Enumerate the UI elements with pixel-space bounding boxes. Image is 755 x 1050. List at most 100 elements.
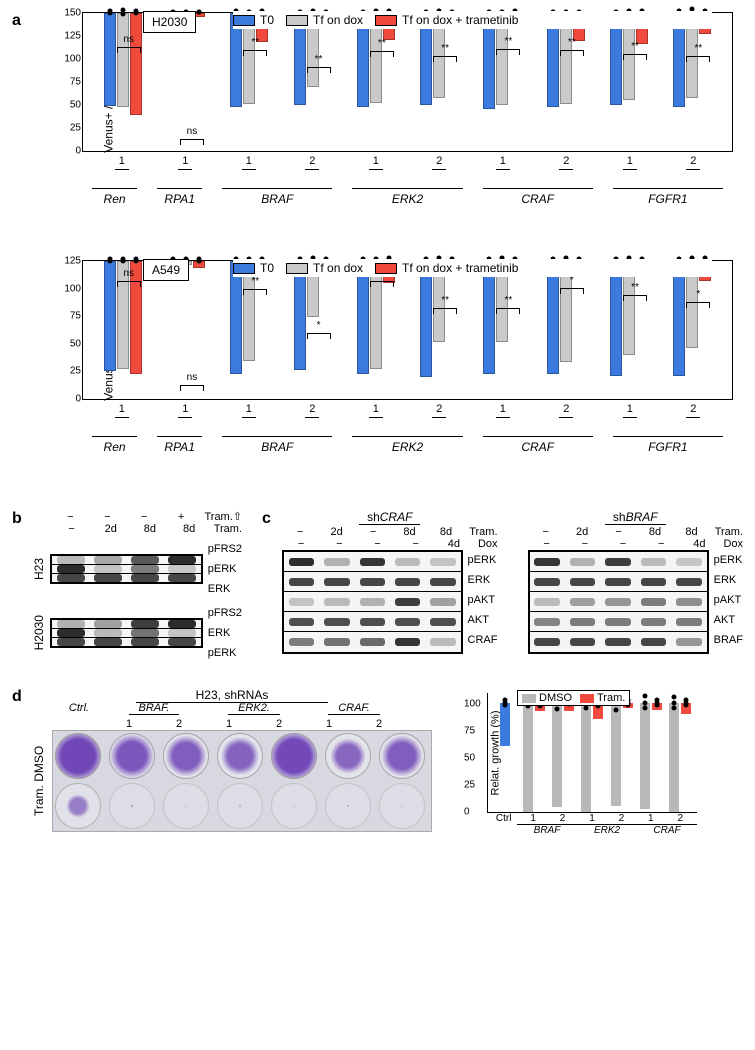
blot-header-cell: 8d [673,526,709,538]
x-tick-group: 2 [535,400,599,418]
plate-col-id: 2 [354,718,404,730]
legend-text: Tf on dox [313,13,363,27]
y-tick: 50 [53,100,81,111]
bar-group: ** [471,13,534,151]
band-mark [360,598,385,606]
legend-text: Tram. [597,692,625,704]
gene-underline [483,436,593,437]
blot-band [530,592,707,612]
band-mark [605,638,631,646]
band-mark [168,574,196,582]
blot-row-label: pFRS2 [203,539,242,559]
y-tick: 75 [53,77,81,88]
significance-text: ** [694,43,702,54]
gene-label: CRAF [521,192,554,206]
gene-label: ERK2 [392,192,423,206]
legend-text: T0 [260,261,274,275]
x-tick-label: 2 [550,813,575,824]
blot-row-label: AKT [709,610,743,630]
bar [673,261,685,376]
blot-row-label: pERK [709,550,743,570]
gene-underline [222,188,332,189]
data-point [643,706,648,711]
significance-text: ** [505,295,513,306]
bar-group: ns [154,13,217,151]
y-tick: 0 [464,807,470,818]
blot-header-cell: − [355,526,391,538]
blot-header-cell: − [52,511,89,523]
band-mark [605,598,631,606]
bar [610,261,622,376]
gene-label: CRAF [521,440,554,454]
band-mark [570,558,596,566]
bar-group [492,703,517,812]
y-tick: 25 [53,123,81,134]
band-mark [324,598,349,606]
gene-underline [483,188,593,189]
data-point [133,256,138,261]
blot-header-label: Dox [475,538,498,550]
legend-swatch [522,694,536,703]
x-tick-id: 2 [662,152,726,167]
y-tick: 100 [464,698,481,709]
y-tick: 75 [53,311,81,322]
gene-label: FGFR1 [648,440,687,454]
well [217,783,263,829]
band-mark [676,558,702,566]
data-point [120,256,125,261]
chart-box: A549T0Tf on doxTf on dox + trametinibVen… [82,260,733,400]
band-mark [168,556,196,564]
band-mark [57,556,85,564]
bar [483,261,495,374]
bar [500,703,510,747]
well [379,733,425,779]
blot-header-cell: 2d [564,526,600,538]
significance-text: ** [631,282,639,293]
gene-underline [352,188,462,189]
significance-text: ns [187,372,198,383]
y-tick: 100 [53,283,81,294]
significance-text: ** [441,43,449,54]
data-point [120,12,125,17]
blot-header-cell: 2d [91,523,130,535]
bar [652,703,662,711]
gene-label: BRAF [261,440,293,454]
legend-swatch [233,263,255,274]
band-mark [430,578,455,586]
bar [420,261,432,377]
panel-label-d: d [12,688,22,706]
blot-band [530,552,707,572]
blot-row-label: pERK [463,550,498,570]
gene-underline [157,188,202,189]
band-mark [131,629,159,637]
blot-header-cell: − [528,538,566,550]
bar-group: ** [344,13,407,151]
x-tick-group: 2 [408,152,472,170]
band-mark [94,620,122,628]
x-tick-group: 1 [598,400,662,418]
x-tick-group: 2 [408,400,472,418]
band-mark [324,618,349,626]
blot-header-cell: 8d [428,526,464,538]
significance-text: ** [505,36,513,47]
significance-text: ** [378,38,386,49]
plate-col-id: 1 [204,718,254,730]
x-tick-group: 1 [471,400,535,418]
plate-col-id: 2 [254,718,304,730]
significance-bracket: ** [496,308,520,312]
bar-group [668,703,693,812]
blot-header-label: Tram.⇧ [201,510,242,523]
bar-group: ** [407,261,470,399]
x-tick-group: 1 [598,152,662,170]
panel-label-b: b [12,510,22,528]
blot-header-cell: 4d [680,538,718,550]
band-mark [641,558,667,566]
blot-band [284,632,461,652]
blot-header-cell: 8d [130,523,169,535]
x-tick-label: 2 [609,813,634,824]
x-tick-group: 1 [154,152,218,170]
band-mark [289,618,314,626]
band-mark [168,638,196,646]
blot-header-cell: − [600,526,636,538]
plate-side-label: Tram. DMSO [32,730,52,832]
